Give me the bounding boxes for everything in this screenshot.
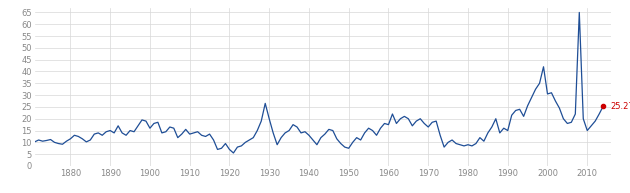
Text: 25.27: 25.27 (610, 102, 630, 111)
